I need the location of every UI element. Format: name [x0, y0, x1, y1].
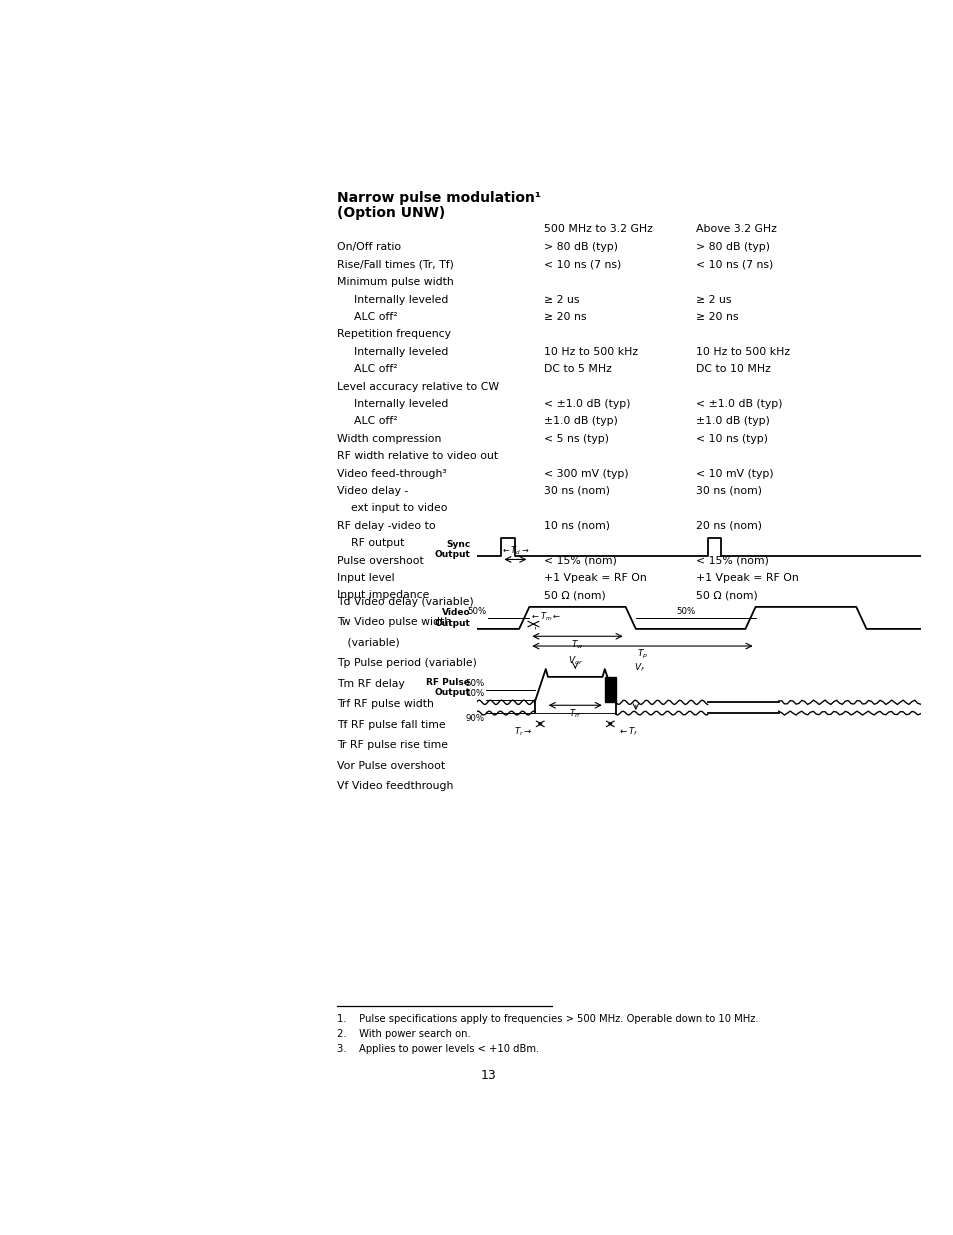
Text: ALC off²: ALC off² [354, 364, 396, 374]
Text: 50%: 50% [465, 679, 484, 688]
Text: Video feed-through³: Video feed-through³ [337, 468, 447, 479]
Text: > 80 dB (typ): > 80 dB (typ) [544, 242, 618, 252]
Text: ≥ 2 us: ≥ 2 us [696, 295, 731, 305]
Text: Level accuracy relative to CW: Level accuracy relative to CW [337, 382, 499, 391]
Text: 30 ns (nom): 30 ns (nom) [544, 487, 610, 496]
Text: Trf RF pulse width: Trf RF pulse width [337, 699, 434, 709]
Text: $T_{rf}$: $T_{rf}$ [568, 708, 581, 720]
Text: ≥ 20 ns: ≥ 20 ns [696, 312, 738, 322]
Text: 50 Ω (nom): 50 Ω (nom) [544, 590, 605, 600]
Text: 2.    With power search on.: 2. With power search on. [337, 1029, 471, 1039]
Text: ≥ 2 us: ≥ 2 us [544, 295, 579, 305]
Text: < 15% (nom): < 15% (nom) [544, 556, 617, 566]
Text: RF output: RF output [337, 538, 404, 548]
Text: Input level: Input level [337, 573, 395, 583]
Text: 20 ns (nom): 20 ns (nom) [696, 521, 761, 531]
Text: < 300 mV (typ): < 300 mV (typ) [544, 468, 628, 479]
Text: Internally leveled: Internally leveled [354, 347, 448, 357]
Text: Internally leveled: Internally leveled [354, 295, 448, 305]
Text: Input impedance: Input impedance [337, 590, 429, 600]
Text: Vf Video feedthrough: Vf Video feedthrough [337, 781, 454, 792]
Text: $T_w$: $T_w$ [571, 638, 583, 651]
Text: DC to 5 MHz: DC to 5 MHz [544, 364, 612, 374]
Text: Video delay -: Video delay - [337, 487, 408, 496]
Text: 10 Hz to 500 kHz: 10 Hz to 500 kHz [544, 347, 638, 357]
Text: ≥ 20 ns: ≥ 20 ns [544, 312, 586, 322]
Text: $V_{or}$: $V_{or}$ [567, 655, 582, 667]
Text: $V_f$: $V_f$ [633, 662, 644, 674]
Text: +1 Vpeak = RF On: +1 Vpeak = RF On [696, 573, 798, 583]
Text: < 10 ns (typ): < 10 ns (typ) [696, 433, 767, 443]
Text: 10 Hz to 500 kHz: 10 Hz to 500 kHz [696, 347, 789, 357]
Text: Width compression: Width compression [337, 433, 441, 443]
Text: +1 Vpeak = RF On: +1 Vpeak = RF On [544, 573, 646, 583]
Text: RF delay -video to: RF delay -video to [337, 521, 436, 531]
Text: Tm RF delay: Tm RF delay [337, 679, 405, 689]
Text: 50%: 50% [467, 606, 486, 616]
Text: Video
Output: Video Output [434, 609, 470, 627]
Text: $T_r\rightarrow$: $T_r\rightarrow$ [514, 725, 532, 737]
Text: < 5 ns (typ): < 5 ns (typ) [544, 433, 609, 443]
Text: RF width relative to video out: RF width relative to video out [337, 451, 498, 461]
Text: 50%: 50% [676, 606, 695, 616]
Text: $T_p$: $T_p$ [637, 648, 647, 661]
Text: Above 3.2 GHz: Above 3.2 GHz [696, 225, 776, 235]
Text: (variable): (variable) [337, 638, 399, 648]
Text: Sync
Output: Sync Output [434, 540, 470, 559]
Text: $\leftarrow T_m\leftarrow$: $\leftarrow T_m\leftarrow$ [530, 610, 561, 622]
Text: < 10 ns (7 ns): < 10 ns (7 ns) [696, 259, 772, 269]
Text: Rise/Fall times (Tr, Tf): Rise/Fall times (Tr, Tf) [337, 259, 454, 269]
Text: < ±1.0 dB (typ): < ±1.0 dB (typ) [544, 399, 630, 409]
Text: Td Video delay (variable): Td Video delay (variable) [337, 597, 474, 608]
Text: ±1.0 dB (typ): ±1.0 dB (typ) [544, 416, 618, 426]
Text: < 10 ns (7 ns): < 10 ns (7 ns) [544, 259, 621, 269]
Text: < 10 mV (typ): < 10 mV (typ) [696, 468, 773, 479]
Text: RF Pulse
Output: RF Pulse Output [426, 678, 470, 698]
Text: ext input to video: ext input to video [337, 504, 447, 514]
Text: Minimum pulse width: Minimum pulse width [337, 277, 454, 288]
Text: Tf RF pulse fall time: Tf RF pulse fall time [337, 720, 445, 730]
Text: Repetition frequency: Repetition frequency [337, 330, 451, 340]
Text: ALC off²: ALC off² [354, 312, 396, 322]
Text: 10 ns (nom): 10 ns (nom) [544, 521, 610, 531]
Text: < 15% (nom): < 15% (nom) [696, 556, 768, 566]
Text: Narrow pulse modulation¹: Narrow pulse modulation¹ [337, 191, 540, 205]
Text: Pulse overshoot: Pulse overshoot [337, 556, 424, 566]
Text: > 80 dB (typ): > 80 dB (typ) [696, 242, 769, 252]
Text: 500 MHz to 3.2 GHz: 500 MHz to 3.2 GHz [544, 225, 653, 235]
Text: Tw Video pulse width: Tw Video pulse width [337, 618, 451, 627]
Text: 50 Ω (nom): 50 Ω (nom) [696, 590, 757, 600]
Text: Internally leveled: Internally leveled [354, 399, 448, 409]
Text: Tp Pulse period (variable): Tp Pulse period (variable) [337, 658, 476, 668]
Text: (Option UNW): (Option UNW) [337, 206, 445, 220]
Text: On/Off ratio: On/Off ratio [337, 242, 401, 252]
Text: < ±1.0 dB (typ): < ±1.0 dB (typ) [696, 399, 781, 409]
Text: 90%: 90% [465, 714, 484, 722]
Text: 3.    Applies to power levels < +10 dBm.: 3. Applies to power levels < +10 dBm. [337, 1044, 539, 1053]
Text: Vor Pulse overshoot: Vor Pulse overshoot [337, 761, 445, 771]
Bar [604, 677, 616, 703]
Text: 30 ns (nom): 30 ns (nom) [696, 487, 761, 496]
Text: 1.    Pulse specifications apply to frequencies > 500 MHz. Operable down to 10 M: 1. Pulse specifications apply to frequen… [337, 1014, 759, 1024]
Text: 10%: 10% [465, 689, 484, 698]
Text: DC to 10 MHz: DC to 10 MHz [696, 364, 770, 374]
Text: ALC off²: ALC off² [354, 416, 396, 426]
Text: ±1.0 dB (typ): ±1.0 dB (typ) [696, 416, 769, 426]
Text: $\leftarrow$$T_d$$\rightarrow$: $\leftarrow$$T_d$$\rightarrow$ [500, 545, 529, 557]
Text: 13: 13 [480, 1070, 497, 1082]
Text: Tr RF pulse rise time: Tr RF pulse rise time [337, 740, 448, 750]
Text: $\leftarrow T_f$: $\leftarrow T_f$ [618, 725, 639, 737]
